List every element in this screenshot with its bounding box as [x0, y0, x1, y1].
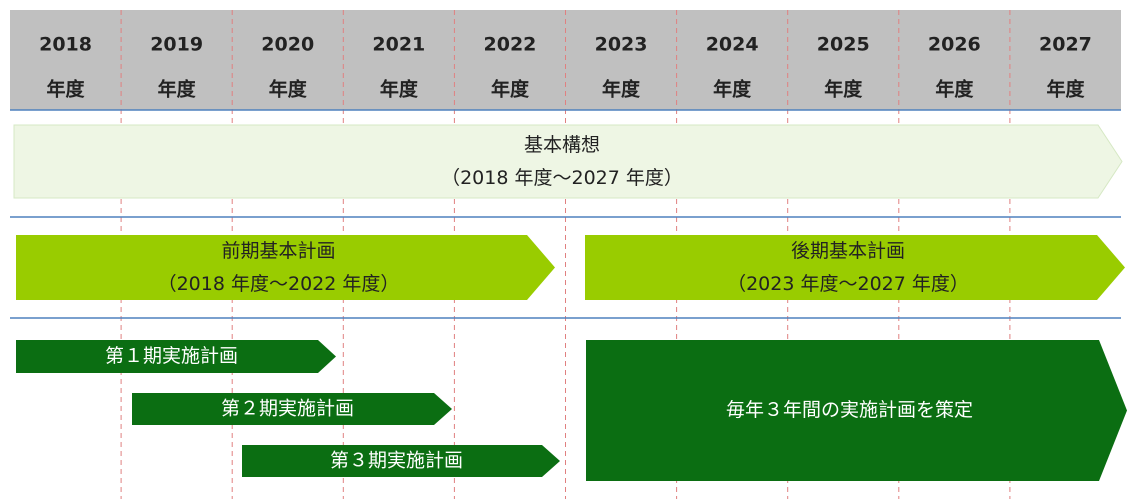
- bar-label: 第３期実施計画: [330, 450, 463, 472]
- year: 2026: [928, 34, 981, 56]
- arrow-bar: [16, 340, 336, 373]
- bar-period: （2023 年度～2027 年度）: [727, 273, 969, 295]
- content: 2018 年度 2019 年度 2020 年度 2021 年度 2022 年度 2023 年度 2024…: [13, 34, 1127, 481]
- year-unit: 年度: [47, 78, 86, 101]
- bar-label: 第１期実施計画: [105, 345, 238, 367]
- arrow-bar: [242, 445, 560, 477]
- year: 2019: [150, 34, 203, 56]
- year-unit: 年度: [935, 78, 974, 101]
- year-unit: 年度: [713, 78, 752, 101]
- year-unit: 年度: [158, 78, 197, 101]
- year-unit: 年度: [269, 78, 308, 101]
- bar-label: 基本構想: [524, 134, 600, 156]
- year-unit: 年度: [824, 78, 863, 101]
- arrow-bar: [585, 235, 1125, 300]
- arrow-bar: [13, 124, 1123, 199]
- bar-label: 毎年３年間の実施計画を策定: [726, 399, 973, 421]
- year-unit: 年度: [1046, 78, 1085, 101]
- arrow-bar: [132, 393, 452, 425]
- bar-period: （2018 年度～2027 年度）: [441, 167, 683, 189]
- bar-label: 後期基本計画: [791, 240, 905, 262]
- year: 2022: [484, 34, 537, 56]
- year-unit: 年度: [491, 78, 530, 101]
- year: 2020: [261, 34, 314, 56]
- year: 2021: [372, 34, 425, 56]
- bar-label: 前期基本計画: [221, 240, 335, 262]
- arrow-bar: [586, 340, 1127, 481]
- year: 2027: [1039, 34, 1092, 56]
- year: 2024: [706, 34, 759, 56]
- arrow-bar: [16, 235, 555, 300]
- year: 2025: [817, 34, 870, 56]
- year-unit: 年度: [380, 78, 419, 101]
- bar-label: 第２期実施計画: [221, 398, 354, 420]
- bar-period: （2018 年度～2022 年度）: [158, 273, 400, 295]
- year: 2018: [39, 34, 92, 56]
- year-unit: 年度: [602, 78, 641, 101]
- year: 2023: [595, 34, 648, 56]
